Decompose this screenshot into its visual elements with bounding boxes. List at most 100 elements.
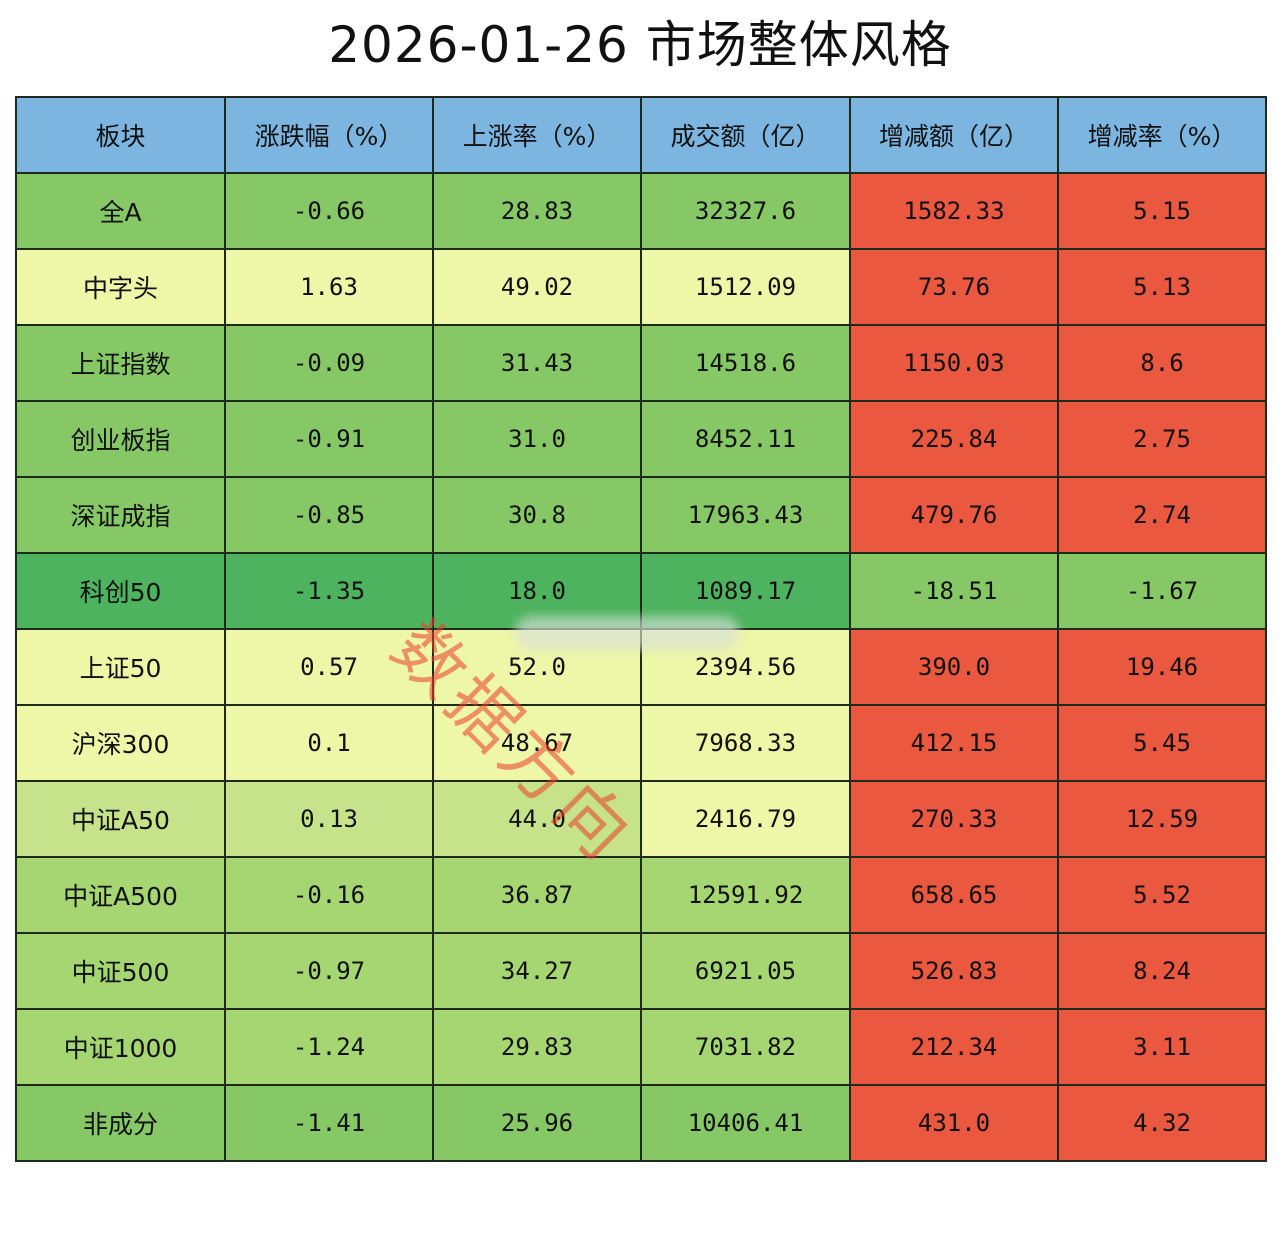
turnover-change-rate-cell: 5.52 — [1057, 856, 1267, 934]
rise-ratio-cell: 36.87 — [432, 856, 642, 934]
header-change-pct: 涨跌幅（%） — [224, 96, 434, 174]
turnover-change-cell: 270.33 — [849, 780, 1059, 858]
turnover-cell: 8452.11 — [640, 400, 851, 478]
change-pct-cell: -1.35 — [224, 552, 434, 630]
header-rise-ratio: 上涨率（%） — [432, 96, 642, 174]
turnover-cell: 17963.43 — [640, 476, 851, 554]
turnover-change-rate-cell: 5.13 — [1057, 248, 1267, 326]
table-row: 沪深300 0.1 48.67 7968.33 412.15 5.45 — [15, 704, 1267, 782]
sector-name-cell: 中证A50 — [15, 780, 226, 858]
sector-name-cell: 全A — [15, 172, 226, 250]
sector-name-cell: 上证50 — [15, 628, 226, 706]
table-row: 中证A50 0.13 44.0 2416.79 270.33 12.59 — [15, 780, 1267, 858]
turnover-change-rate-cell: 4.32 — [1057, 1084, 1267, 1162]
table-row: 中字头 1.63 49.02 1512.09 73.76 5.13 — [15, 248, 1267, 326]
sector-name-cell: 上证指数 — [15, 324, 226, 402]
turnover-change-rate-cell: 12.59 — [1057, 780, 1267, 858]
rise-ratio-cell: 31.43 — [432, 324, 642, 402]
turnover-cell: 12591.92 — [640, 856, 851, 934]
table-row: 上证50 0.57 52.0 2394.56 390.0 19.46 — [15, 628, 1267, 706]
header-turnover-change-rate: 增减率（%） — [1057, 96, 1267, 174]
turnover-change-rate-cell: 2.75 — [1057, 400, 1267, 478]
table-body: 全A -0.66 28.83 32327.6 1582.33 5.15 中字头 1.63 49.… — [15, 172, 1267, 1162]
rise-ratio-cell: 44.0 — [432, 780, 642, 858]
table-row: 中证500 -0.97 34.27 6921.05 526.83 8.24 — [15, 932, 1267, 1010]
table-row: 上证指数 -0.09 31.43 14518.6 1150.03 8.6 — [15, 324, 1267, 402]
table-row: 中证A500 -0.16 36.87 12591.92 658.65 5.52 — [15, 856, 1267, 934]
change-pct-cell: -0.97 — [224, 932, 434, 1010]
change-pct-cell: -0.66 — [224, 172, 434, 250]
rise-ratio-cell: 52.0 — [432, 628, 642, 706]
turnover-change-cell: 479.76 — [849, 476, 1059, 554]
turnover-cell: 10406.41 — [640, 1084, 851, 1162]
change-pct-cell: -0.16 — [224, 856, 434, 934]
turnover-cell: 1089.17 — [640, 552, 851, 630]
change-pct-cell: -1.24 — [224, 1008, 434, 1086]
change-pct-cell: -0.85 — [224, 476, 434, 554]
turnover-change-cell: -18.51 — [849, 552, 1059, 630]
market-style-table: 板块 涨跌幅（%） 上涨率（%） 成交额（亿） 增减额（亿） 增减率（%） 全A… — [15, 96, 1267, 1162]
turnover-change-rate-cell: 5.45 — [1057, 704, 1267, 782]
sector-name-cell: 中证500 — [15, 932, 226, 1010]
turnover-change-cell: 412.15 — [849, 704, 1059, 782]
turnover-change-cell: 212.34 — [849, 1008, 1059, 1086]
turnover-change-rate-cell: 8.24 — [1057, 932, 1267, 1010]
page-title: 2026-01-26 市场整体风格 — [328, 16, 952, 74]
change-pct-cell: 1.63 — [224, 248, 434, 326]
turnover-change-rate-cell: 5.15 — [1057, 172, 1267, 250]
sector-name-cell: 科创50 — [15, 552, 226, 630]
turnover-change-rate-cell: 3.11 — [1057, 1008, 1267, 1086]
turnover-change-cell: 1150.03 — [849, 324, 1059, 402]
table-row: 创业板指 -0.91 31.0 8452.11 225.84 2.75 — [15, 400, 1267, 478]
header-turnover: 成交额（亿） — [640, 96, 851, 174]
rise-ratio-cell: 48.67 — [432, 704, 642, 782]
turnover-change-rate-cell: -1.67 — [1057, 552, 1267, 630]
rise-ratio-cell: 28.83 — [432, 172, 642, 250]
header-turnover-change: 增减额（亿） — [849, 96, 1059, 174]
turnover-cell: 2394.56 — [640, 628, 851, 706]
table-row: 全A -0.66 28.83 32327.6 1582.33 5.15 — [15, 172, 1267, 250]
table-row: 中证1000 -1.24 29.83 7031.82 212.34 3.11 — [15, 1008, 1267, 1086]
turnover-change-cell: 431.0 — [849, 1084, 1059, 1162]
turnover-cell: 32327.6 — [640, 172, 851, 250]
change-pct-cell: -0.09 — [224, 324, 434, 402]
header-sector: 板块 — [15, 96, 226, 174]
turnover-cell: 14518.6 — [640, 324, 851, 402]
rise-ratio-cell: 25.96 — [432, 1084, 642, 1162]
table-row: 科创50 -1.35 18.0 1089.17 -18.51 -1.67 — [15, 552, 1267, 630]
turnover-cell: 7031.82 — [640, 1008, 851, 1086]
turnover-change-cell: 1582.33 — [849, 172, 1059, 250]
sector-name-cell: 非成分 — [15, 1084, 226, 1162]
table-row: 深证成指 -0.85 30.8 17963.43 479.76 2.74 — [15, 476, 1267, 554]
sector-name-cell: 深证成指 — [15, 476, 226, 554]
rise-ratio-cell: 49.02 — [432, 248, 642, 326]
sector-name-cell: 中证1000 — [15, 1008, 226, 1086]
change-pct-cell: -1.41 — [224, 1084, 434, 1162]
rise-ratio-cell: 18.0 — [432, 552, 642, 630]
rise-ratio-cell: 34.27 — [432, 932, 642, 1010]
turnover-change-rate-cell: 19.46 — [1057, 628, 1267, 706]
sector-name-cell: 创业板指 — [15, 400, 226, 478]
change-pct-cell: 0.1 — [224, 704, 434, 782]
turnover-change-cell: 658.65 — [849, 856, 1059, 934]
rise-ratio-cell: 30.8 — [432, 476, 642, 554]
table-row: 非成分 -1.41 25.96 10406.41 431.0 4.32 — [15, 1084, 1267, 1162]
sector-name-cell: 沪深300 — [15, 704, 226, 782]
turnover-cell: 7968.33 — [640, 704, 851, 782]
turnover-change-cell: 225.84 — [849, 400, 1059, 478]
header-row: 板块 涨跌幅（%） 上涨率（%） 成交额（亿） 增减额（亿） 增减率（%） — [15, 96, 1267, 174]
turnover-change-cell: 73.76 — [849, 248, 1059, 326]
sector-name-cell: 中证A500 — [15, 856, 226, 934]
change-pct-cell: 0.57 — [224, 628, 434, 706]
turnover-change-rate-cell: 2.74 — [1057, 476, 1267, 554]
rise-ratio-cell: 29.83 — [432, 1008, 642, 1086]
turnover-change-rate-cell: 8.6 — [1057, 324, 1267, 402]
rise-ratio-cell: 31.0 — [432, 400, 642, 478]
sector-name-cell: 中字头 — [15, 248, 226, 326]
turnover-change-cell: 526.83 — [849, 932, 1059, 1010]
turnover-cell: 2416.79 — [640, 780, 851, 858]
turnover-cell: 1512.09 — [640, 248, 851, 326]
turnover-change-cell: 390.0 — [849, 628, 1059, 706]
turnover-cell: 6921.05 — [640, 932, 851, 1010]
change-pct-cell: -0.91 — [224, 400, 434, 478]
